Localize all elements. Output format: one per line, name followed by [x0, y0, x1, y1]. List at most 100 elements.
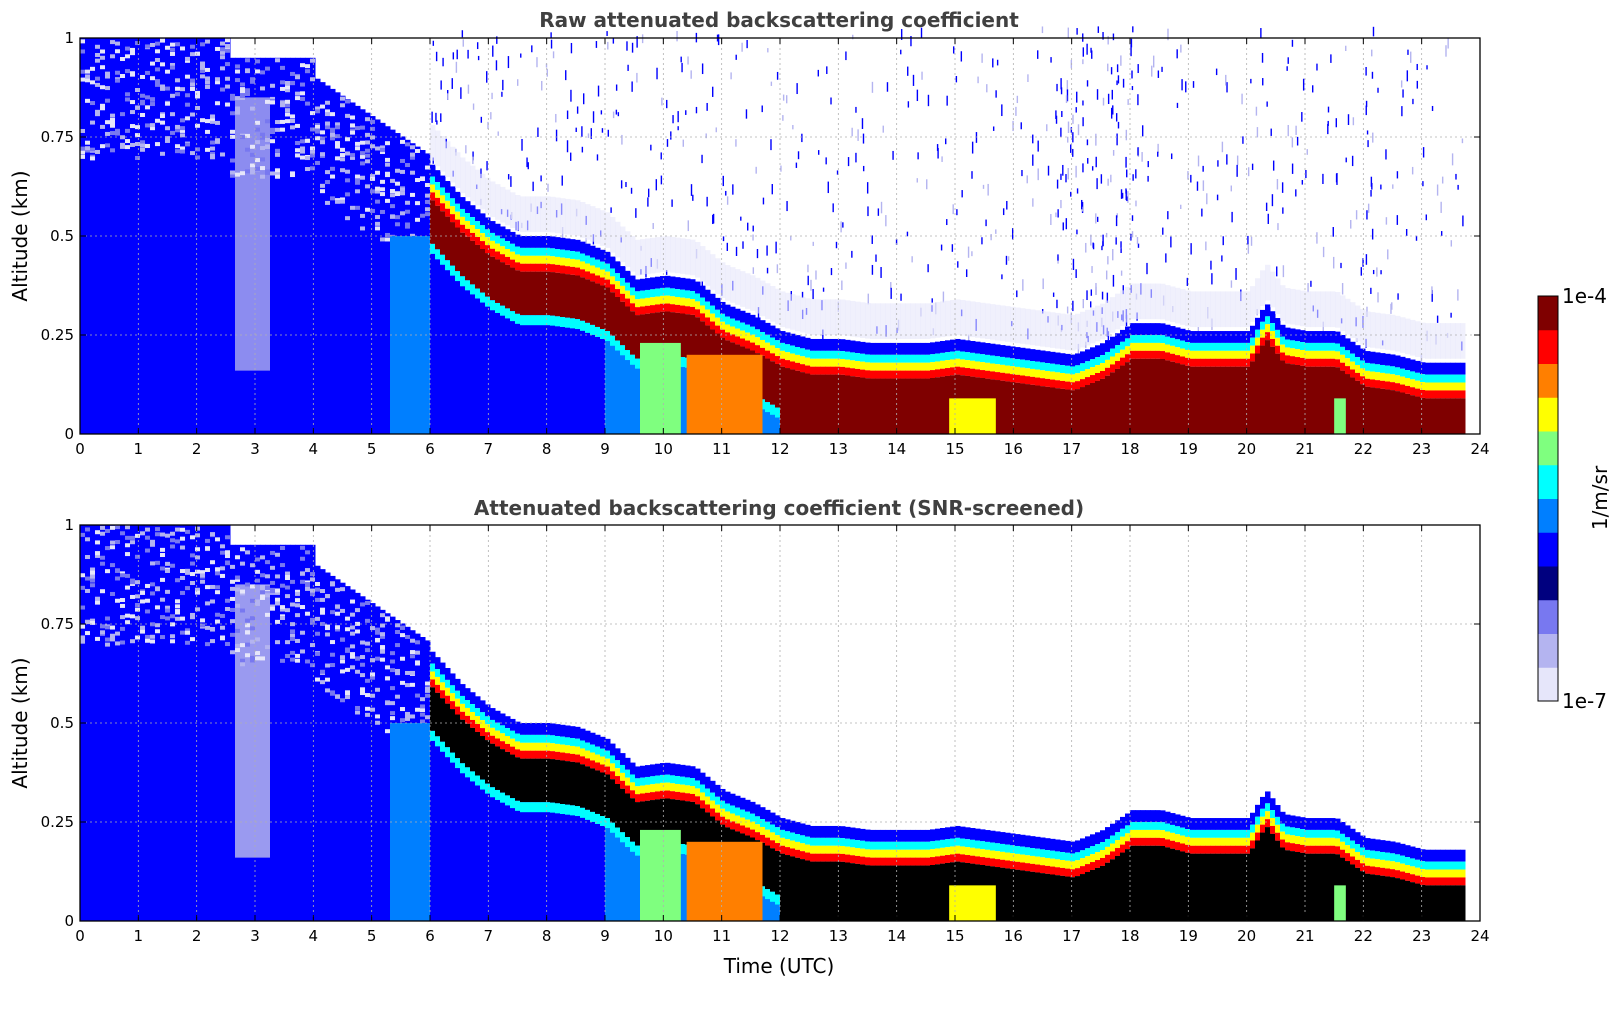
layer-edge-red	[520, 263, 526, 272]
layer-edge-yellow	[790, 353, 796, 362]
layer-edge-red	[590, 273, 596, 282]
haze-speckle	[265, 144, 270, 149]
surface-gradient	[440, 254, 446, 265]
layer-core	[790, 856, 796, 921]
layer-edge-cyan	[1180, 827, 1186, 836]
layer-edge-red	[605, 279, 611, 288]
noise-streak	[692, 194, 694, 201]
haze-speckle	[140, 143, 145, 148]
layer-edge-blue	[855, 341, 861, 354]
layer-core	[775, 363, 781, 408]
layer-edge-blue	[1050, 838, 1056, 851]
haze-speckle	[275, 619, 280, 624]
colorbar-gradient	[1538, 296, 1558, 702]
layer-edge-yellow	[895, 362, 901, 371]
haze-speckle	[140, 590, 145, 595]
noise-streak	[1370, 287, 1372, 294]
layer-core	[840, 861, 846, 921]
layer-edge-blue	[915, 829, 921, 842]
layer-edge-blue	[1350, 828, 1356, 841]
surface-gradient	[525, 802, 531, 813]
surface-region	[495, 302, 501, 434]
noise-streak	[1161, 66, 1163, 72]
noise-streak	[900, 293, 902, 301]
noise-streak	[647, 197, 649, 207]
haze-speckle	[245, 92, 250, 97]
colorbar-band	[1538, 498, 1558, 533]
haze-speckle	[150, 639, 155, 644]
haze-speckle	[340, 199, 345, 204]
haze-speckle	[100, 589, 105, 594]
noise-streak	[451, 78, 453, 89]
haze-speckle	[80, 624, 85, 629]
layer-edge-red	[1020, 862, 1026, 871]
sky-haze	[435, 130, 441, 167]
haze-column	[275, 57, 281, 435]
layer-edge-yellow	[865, 362, 871, 371]
layer-edge-red	[775, 843, 781, 851]
layer-edge-yellow	[765, 342, 771, 351]
noise-streak	[1116, 213, 1118, 218]
haze-speckle	[305, 69, 310, 74]
noise-streak	[1365, 105, 1367, 116]
layer-edge-yellow	[1140, 342, 1146, 351]
layer-core	[650, 800, 656, 844]
layer-edge-yellow	[715, 804, 721, 813]
layer-edge-blue	[560, 237, 566, 250]
layer-edge-red	[575, 267, 581, 276]
layer-edge-yellow	[1370, 371, 1376, 380]
sky-haze	[1295, 289, 1301, 326]
noise-streak	[1082, 299, 1084, 309]
layer-edge-red	[650, 792, 656, 801]
haze-speckle	[375, 720, 380, 725]
noise-streak	[1110, 67, 1113, 75]
haze-speckle	[115, 598, 120, 603]
noise-streak	[1037, 140, 1039, 152]
noise-streak	[1067, 27, 1070, 39]
haze-speckle	[185, 570, 190, 575]
haze-speckle	[355, 656, 360, 661]
haze-speckle	[375, 186, 380, 191]
haze-speckle	[145, 548, 150, 553]
layer-core	[1460, 398, 1466, 434]
layer-edge-yellow	[1070, 861, 1076, 870]
layer-core	[1015, 382, 1021, 434]
layer-edge-yellow	[1310, 837, 1316, 846]
haze-speckle	[390, 178, 395, 183]
colorbar-band	[1538, 464, 1558, 499]
layer-core	[830, 861, 836, 921]
highlight-patch	[686, 841, 763, 921]
haze-speckle	[105, 546, 110, 551]
layer-edge-yellow	[1355, 364, 1361, 373]
haze-speckle	[385, 157, 390, 162]
noise-streak	[1107, 178, 1109, 186]
layer-edge-blue	[890, 342, 896, 355]
layer-edge-yellow	[880, 849, 886, 858]
haze-speckle	[195, 607, 200, 612]
surface-region	[560, 317, 566, 434]
layer-edge-blue	[645, 765, 651, 777]
haze-speckle	[145, 634, 150, 639]
layer-edge-blue	[570, 726, 576, 739]
layer-edge-yellow	[910, 362, 916, 371]
layer-edge-yellow	[665, 782, 671, 791]
layer-edge-red	[1210, 845, 1216, 854]
sky-haze	[650, 237, 656, 274]
sky-haze	[550, 196, 556, 233]
noise-streak	[545, 63, 548, 68]
layer-edge-red	[840, 853, 846, 862]
layer-core	[1070, 877, 1076, 921]
x-tick-label: 7	[484, 440, 494, 458]
layer-edge-blue	[1230, 818, 1236, 830]
layer-edge-cyan	[735, 807, 741, 816]
layer-edge-cyan	[1085, 361, 1091, 370]
layer-edge-cyan	[1425, 861, 1431, 870]
layer-core	[845, 375, 851, 434]
surface-region	[480, 292, 486, 434]
layer-edge-blue	[635, 766, 641, 779]
layer-core	[1325, 853, 1331, 921]
sky-haze	[450, 146, 456, 183]
layer-edge-red	[550, 751, 556, 760]
surface-region	[450, 265, 456, 434]
layer-edge-red	[475, 724, 481, 732]
